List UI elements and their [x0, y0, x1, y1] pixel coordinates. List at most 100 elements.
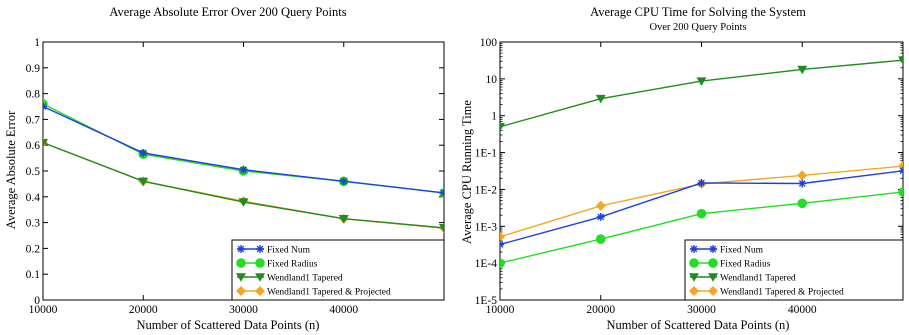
- series-fixed-num: [43, 102, 444, 197]
- data-point: [43, 138, 48, 148]
- legend-marker: [689, 273, 699, 282]
- chart-average-cpu-time: Average CPU Time for Solving the System …: [460, 5, 904, 332]
- legend-marker: [708, 273, 718, 282]
- series-wendland1-tapered-and-projected: [43, 137, 444, 234]
- data-point: [797, 170, 808, 181]
- series-line: [500, 59, 903, 128]
- legend-marker: [237, 245, 245, 253]
- data-point: [596, 212, 605, 221]
- y-tick-label: 0.4: [26, 192, 41, 204]
- data-point: [43, 102, 47, 111]
- data-point: [238, 198, 249, 207]
- data-point: [696, 77, 707, 86]
- chart-subtitle: Over 200 Query Points: [649, 22, 746, 33]
- y-tick-label: 1: [491, 111, 497, 123]
- x-axis-label: Number of Scattered Data Points (n): [137, 318, 320, 332]
- x-tick-label: 30000: [687, 304, 716, 316]
- data-point: [595, 94, 606, 104]
- series-line: [43, 105, 444, 194]
- data-point: [899, 166, 903, 175]
- legend-marker: [708, 258, 718, 268]
- data-point: [697, 178, 706, 187]
- x-tick-label: 10000: [486, 304, 515, 316]
- y-tick-label: 1E-3: [475, 221, 498, 233]
- legend-item-fixed-num: Fixed Num: [690, 245, 764, 256]
- x-tick-label: 40000: [788, 304, 817, 316]
- data-point: [898, 187, 903, 197]
- data-point: [139, 148, 148, 157]
- legend-item-wendland1-tapered: Wendland1 Tapered: [236, 273, 343, 284]
- chart-title: Average Absolute Error Over 200 Query Po…: [109, 5, 346, 19]
- x-tick-label: 10000: [29, 304, 58, 316]
- legend-marker: [689, 286, 699, 296]
- y-tick-label: 1: [34, 37, 40, 49]
- data-point: [339, 177, 348, 186]
- series-fixed-radius: [500, 187, 903, 268]
- legend-label: Fixed Radius: [720, 260, 771, 270]
- legend-marker: [255, 286, 265, 296]
- legend-item-wendland1-tapered-and-projected: Wendland1 Tapered & Projected: [689, 286, 844, 298]
- legend-item-fixed-radius: Fixed Radius: [236, 258, 318, 270]
- legend-label: Fixed Num: [267, 246, 311, 256]
- x-tick-label: 30000: [229, 304, 258, 316]
- y-tick-label: 1E-1: [475, 148, 498, 160]
- legend-marker: [709, 245, 717, 253]
- chart-title: Average CPU Time for Solving the System: [590, 5, 806, 19]
- series-fixed-radius: [43, 99, 444, 198]
- y-tick-label: 0.1: [26, 269, 41, 281]
- legend: Fixed Num Fixed Radius Wendland1 Tapered We…: [231, 239, 445, 301]
- legend-marker: [236, 286, 246, 296]
- x-axis-label: Number of Scattered Data Points (n): [607, 318, 790, 332]
- series-wendland1-tapered: [500, 56, 903, 132]
- data-point: [797, 198, 808, 209]
- legend-marker: [689, 258, 699, 268]
- legend-marker: [708, 286, 718, 296]
- legend-marker: [236, 258, 246, 268]
- y-tick-label: 0.8: [26, 89, 41, 101]
- legend-item-fixed-num: Fixed Num: [237, 245, 311, 256]
- y-tick-label: 1E-4: [475, 258, 498, 270]
- series-line: [43, 103, 444, 194]
- data-point: [138, 177, 149, 187]
- y-tick-label: 1E-2: [475, 184, 498, 196]
- legend-item-wendland1-tapered: Wendland1 Tapered: [689, 273, 796, 284]
- x-tick-label: 20000: [129, 304, 158, 316]
- legend-label: Fixed Num: [720, 246, 764, 256]
- y-tick-label: 0.7: [26, 114, 41, 126]
- legend-item-fixed-radius: Fixed Radius: [689, 258, 771, 270]
- series-wendland1-tapered: [43, 138, 444, 233]
- legend-marker: [690, 245, 698, 253]
- legend-marker: [236, 273, 246, 282]
- y-tick-label: 0.3: [26, 218, 41, 230]
- chart-average-absolute-error: Average Absolute Error Over 200 Query Po…: [4, 5, 445, 332]
- data-point: [595, 234, 606, 244]
- y-tick-label: 0.5: [26, 166, 41, 178]
- y-tick-label: 0: [34, 295, 40, 307]
- data-point: [500, 231, 505, 242]
- data-point: [439, 224, 444, 233]
- series-wendland1-tapered-and-projected: [500, 161, 903, 242]
- y-tick-label: 1E-5: [475, 295, 498, 307]
- legend-marker: [255, 273, 265, 282]
- data-point: [440, 188, 444, 197]
- series-line: [500, 165, 903, 238]
- data-point: [500, 258, 505, 268]
- legend-label: Wendland1 Tapered & Projected: [720, 288, 844, 298]
- legend-label: Wendland1 Tapered & Projected: [267, 288, 391, 298]
- data-point: [239, 165, 248, 174]
- legend: Fixed Num Fixed Radius Wendland1 Tapered We…: [684, 239, 904, 301]
- y-axis-label: Average Absolute Error: [4, 110, 18, 229]
- y-axis-label: Average CPU Running Time: [460, 100, 474, 244]
- series-fixed-num: [500, 166, 903, 249]
- data-point: [696, 208, 707, 219]
- legend-label: Wendland1 Tapered: [720, 274, 796, 284]
- y-tick-label: 10: [486, 74, 498, 86]
- y-tick-label: 0.9: [26, 63, 41, 75]
- data-point: [798, 179, 807, 188]
- legend-item-wendland1-tapered-and-projected: Wendland1 Tapered & Projected: [236, 286, 391, 298]
- legend-marker: [255, 258, 265, 268]
- legend-label: Fixed Radius: [267, 260, 318, 270]
- data-point: [338, 214, 349, 224]
- y-tick-label: 100: [480, 37, 498, 49]
- series-line: [43, 141, 444, 229]
